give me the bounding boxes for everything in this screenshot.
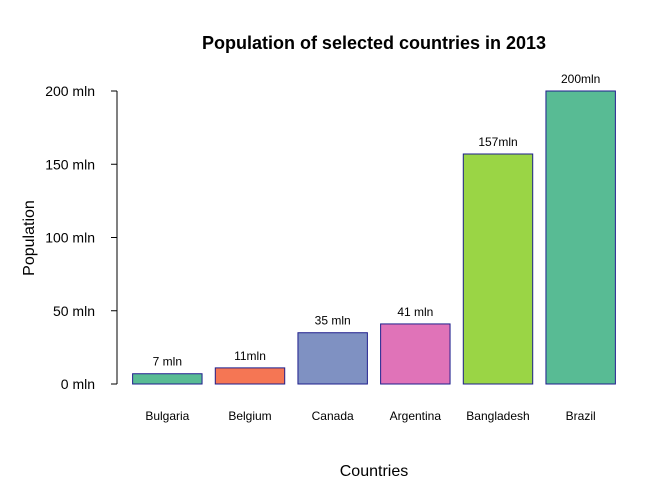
x-tick-label-bangladesh: Bangladesh <box>466 409 529 423</box>
y-tick-label: 200 mln <box>45 83 95 99</box>
y-axis-label: Population <box>21 200 38 276</box>
data-label-bulgaria: 7 mln <box>153 355 182 369</box>
data-labels: 7 mln 11mln 35 mln 41 mln 157mln 200mln <box>153 72 601 369</box>
x-axis-label: Countries <box>340 463 408 480</box>
x-tick-label-argentina: Argentina <box>390 409 442 423</box>
y-tick-label: 100 mln <box>45 230 95 246</box>
bar-bulgaria <box>132 373 203 385</box>
bars <box>132 90 616 385</box>
y-tick-label: 50 mln <box>53 303 95 319</box>
y-tick-label: 150 mln <box>45 156 95 172</box>
bar-argentina <box>380 323 451 385</box>
chart-title: Population of selected countries in 2013 <box>202 33 546 53</box>
y-tick-label: 0 mln <box>61 376 95 392</box>
bar-brazil <box>545 90 616 385</box>
bar-bangladesh <box>462 153 534 385</box>
data-label-brazil: 200mln <box>561 72 600 86</box>
data-label-argentina: 41 mln <box>397 305 433 319</box>
x-tick-label-canada: Canada <box>312 409 354 423</box>
y-axis: 0 mln 50 mln 100 mln 150 mln 200 mln <box>45 83 118 392</box>
bar-canada <box>297 332 368 385</box>
x-tick-label-belgium: Belgium <box>228 409 271 423</box>
data-label-bangladesh: 157mln <box>478 135 517 149</box>
bar-belgium <box>214 367 286 385</box>
x-tick-labels: Bulgaria Belgium Canada Argentina Bangladesh… <box>145 409 595 423</box>
data-label-belgium: 11mln <box>234 349 266 363</box>
x-tick-label-brazil: Brazil <box>566 409 596 423</box>
x-tick-label-bulgaria: Bulgaria <box>145 409 189 423</box>
data-label-canada: 35 mln <box>315 314 351 328</box>
